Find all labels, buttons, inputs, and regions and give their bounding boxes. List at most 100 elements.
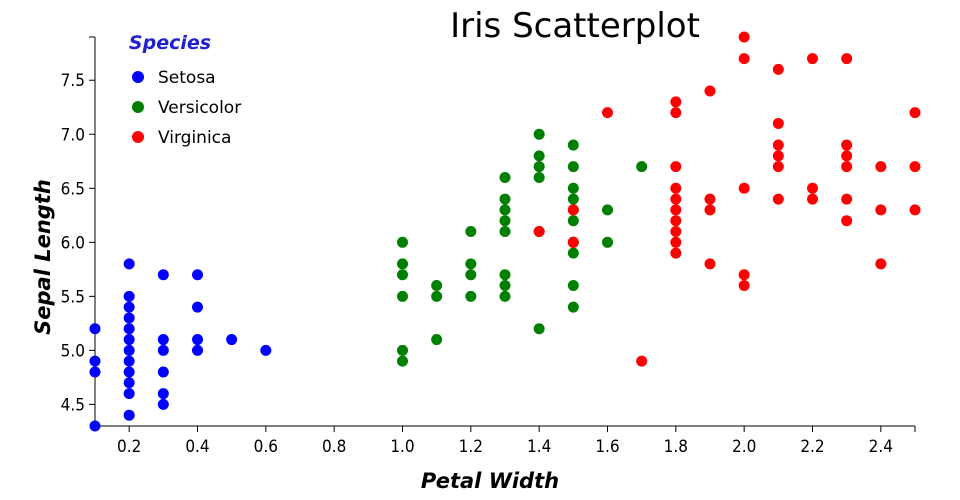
- data-point: [567, 236, 579, 248]
- data-point: [499, 226, 511, 237]
- data-point: [636, 355, 648, 367]
- data-point: [123, 290, 135, 302]
- data-point: [465, 258, 477, 270]
- data-point: [465, 226, 477, 237]
- data-point: [670, 215, 682, 227]
- data-point: [772, 193, 784, 205]
- data-point: [123, 258, 135, 270]
- data-point: [533, 128, 545, 140]
- data-point: [841, 193, 853, 205]
- data-point: [157, 344, 169, 356]
- data-point: [670, 96, 682, 108]
- data-point: [499, 204, 511, 216]
- data-point: [89, 420, 101, 432]
- data-point: [807, 193, 818, 205]
- legend: Species Setosa Versicolor Virginica: [129, 32, 241, 148]
- x-tick-label: 2.2: [800, 437, 824, 457]
- data-point: [704, 85, 716, 97]
- data-point: [89, 355, 101, 367]
- data-point: [226, 334, 238, 346]
- x-axis-title: Petal Width: [421, 469, 559, 493]
- chart-title: Iris Scatterplot: [450, 6, 700, 46]
- data-point: [567, 247, 579, 259]
- legend-label: Versicolor: [158, 98, 241, 118]
- data-point: [123, 377, 135, 389]
- legend-marker: [132, 131, 144, 143]
- data-point: [431, 334, 443, 346]
- data-point: [157, 269, 169, 281]
- data-point: [841, 161, 853, 173]
- data-point: [909, 161, 921, 173]
- x-tick-label: 2.0: [732, 437, 756, 457]
- y-tick-label: 6.5: [61, 179, 85, 199]
- data-point: [772, 139, 784, 151]
- data-point: [841, 53, 853, 65]
- data-point: [636, 161, 648, 173]
- y-tick-label: 5.5: [61, 287, 85, 307]
- data-point: [602, 204, 613, 216]
- data-point: [89, 366, 101, 378]
- data-point: [499, 215, 511, 227]
- x-tick-label: 2.4: [869, 437, 893, 457]
- legend-items: Setosa Versicolor Virginica: [132, 68, 241, 148]
- data-point: [670, 182, 682, 194]
- data-point: [704, 204, 716, 216]
- data-point: [738, 53, 750, 65]
- data-point: [670, 247, 682, 259]
- data-point: [123, 388, 135, 400]
- data-point: [157, 334, 169, 346]
- data-point: [499, 269, 511, 281]
- x-tick-label: 1.0: [390, 437, 414, 457]
- data-point: [602, 107, 613, 119]
- data-point: [704, 193, 716, 205]
- data-point: [431, 290, 443, 302]
- series-setosa: [89, 258, 272, 432]
- data-point: [123, 409, 135, 421]
- data-point: [123, 312, 135, 324]
- data-point: [875, 258, 887, 270]
- y-axis-title: Sepal Length: [31, 179, 55, 335]
- data-point: [192, 301, 203, 313]
- data-point: [123, 366, 135, 378]
- y-tick-label: 6.0: [61, 233, 85, 253]
- data-point: [875, 161, 887, 173]
- data-point: [123, 323, 135, 335]
- data-point: [909, 204, 921, 216]
- legend-label: Setosa: [158, 68, 216, 88]
- data-point: [567, 139, 579, 151]
- data-point: [841, 139, 853, 151]
- data-point: [89, 323, 101, 335]
- data-point: [397, 344, 408, 356]
- data-point: [670, 193, 682, 205]
- data-point: [192, 344, 203, 356]
- legend-marker: [132, 101, 144, 113]
- x-tick-label: 1.2: [459, 437, 483, 457]
- data-point: [567, 161, 579, 173]
- data-point: [533, 150, 545, 162]
- data-point: [567, 193, 579, 205]
- data-point: [909, 107, 921, 119]
- data-point: [192, 334, 203, 346]
- data-point: [499, 280, 511, 292]
- data-point: [567, 280, 579, 292]
- data-point: [431, 280, 443, 292]
- x-tick-label: 0.6: [254, 437, 278, 457]
- data-point: [567, 204, 579, 216]
- data-point: [465, 269, 477, 281]
- data-point: [670, 204, 682, 216]
- data-point: [738, 182, 750, 194]
- data-point: [772, 117, 784, 129]
- data-point: [670, 161, 682, 173]
- x-tick-label: 1.4: [527, 437, 551, 457]
- data-point: [123, 334, 135, 346]
- data-point: [807, 182, 818, 194]
- legend-item: Versicolor: [132, 98, 241, 118]
- data-point: [670, 236, 682, 248]
- data-point: [123, 344, 135, 356]
- x-tick-label: 0.8: [322, 437, 346, 457]
- data-point: [772, 63, 784, 75]
- legend-title: Species: [129, 32, 211, 54]
- data-point: [533, 226, 545, 237]
- data-point: [499, 171, 511, 183]
